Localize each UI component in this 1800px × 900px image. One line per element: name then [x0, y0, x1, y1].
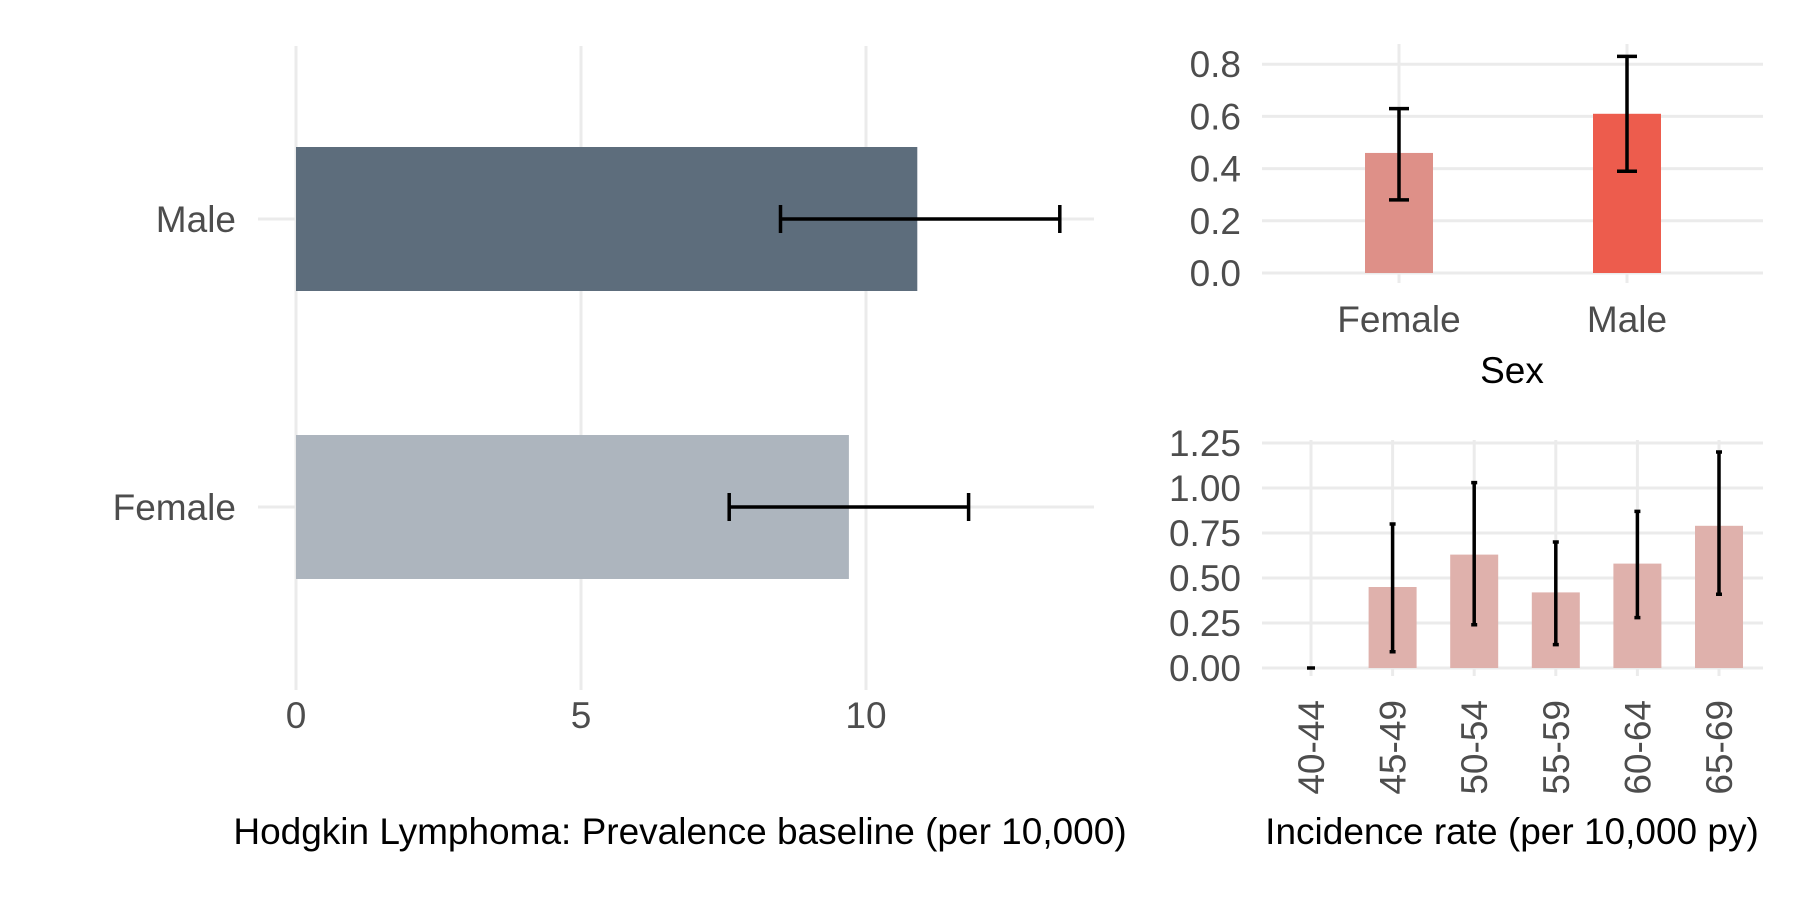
y-tick-label: 0.6	[1190, 96, 1241, 137]
x-tick-label: 50-54	[1454, 700, 1495, 795]
sex-x-axis-title: Sex	[1480, 350, 1544, 391]
y-tick-label: 0.0	[1190, 253, 1241, 294]
error-bar-45-49	[1389, 522, 1396, 654]
x-tick-label: 60-64	[1617, 700, 1658, 795]
x-tick-label: Female	[1337, 299, 1460, 340]
error-bar-50-54	[1471, 480, 1478, 627]
error-bar-male	[778, 205, 1062, 233]
y-tick-label: 0.25	[1169, 603, 1241, 644]
y-tick-label: 0.2	[1190, 201, 1241, 242]
error-bar-female	[1389, 106, 1409, 202]
y-tick-label: 1.25	[1169, 423, 1241, 464]
error-bar-male	[1617, 54, 1637, 173]
incidence-by-sex-chart: 0.0 0.2 0.4 0.6 0.8 Female Male	[1190, 44, 1763, 340]
x-tick-label: Male	[1587, 299, 1667, 340]
age-x-axis-title: Incidence rate (per 10,000 py)	[1265, 811, 1759, 852]
error-bar-55-59	[1552, 540, 1559, 647]
y-tick-label: Female	[113, 487, 236, 528]
x-tick-label: 5	[571, 695, 592, 736]
x-tick-label: 0	[286, 695, 307, 736]
error-bar-60-64	[1634, 509, 1641, 620]
x-tick-label: 10	[845, 695, 886, 736]
x-tick-label: 45-49	[1373, 700, 1414, 795]
y-tick-label: 0.00	[1169, 648, 1241, 689]
y-tick-label: 0.50	[1169, 558, 1241, 599]
y-tick-label: Male	[156, 199, 236, 240]
y-tick-label: 0.4	[1190, 149, 1241, 190]
incidence-by-age-chart: 0.000.250.500.751.001.25 40-44 45-49 50-54 5…	[1169, 423, 1763, 795]
prevalence-x-axis-title: Hodgkin Lymphoma: Prevalence baseline (p…	[233, 811, 1126, 852]
x-tick-label: 65-69	[1699, 700, 1740, 795]
error-bar-female	[727, 493, 971, 521]
x-tick-label: 55-59	[1536, 700, 1577, 795]
y-tick-label: 1.00	[1169, 468, 1241, 509]
prevalence-chart: 0 5 10 Male Female	[113, 46, 1094, 736]
x-tick-label: 40-44	[1291, 700, 1332, 795]
error-bar-65-69	[1716, 450, 1722, 596]
y-tick-label: 0.75	[1169, 513, 1241, 554]
y-tick-label: 0.8	[1190, 44, 1241, 85]
